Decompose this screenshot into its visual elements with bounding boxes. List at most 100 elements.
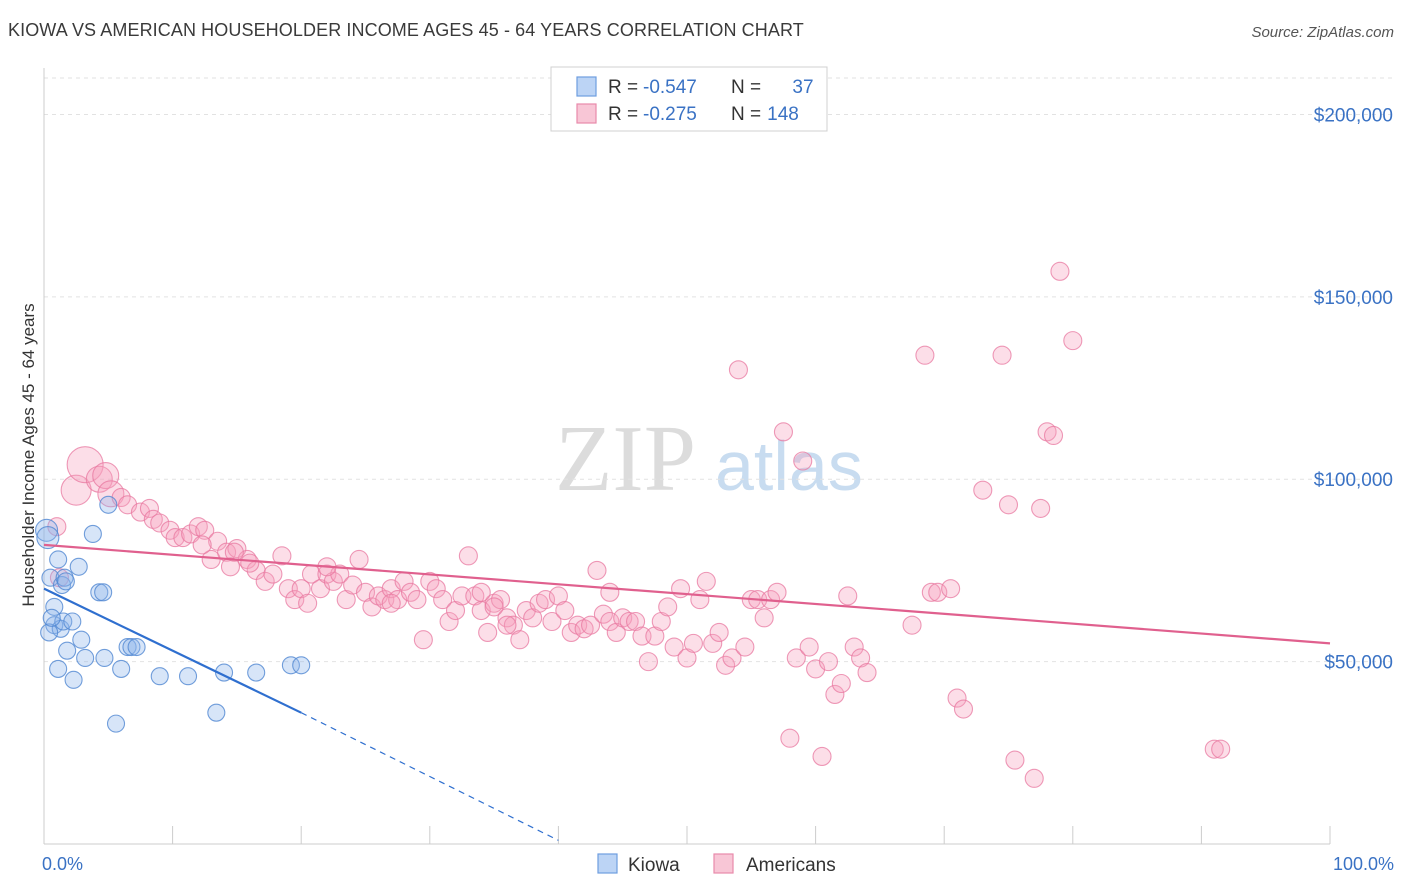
watermark-zip: ZIP xyxy=(555,407,696,511)
data-point-americans xyxy=(735,637,755,657)
data-point-americans xyxy=(973,480,993,500)
x-tick-label-min: 0.0% xyxy=(42,854,83,874)
x-tick-label-max: 100.0% xyxy=(1333,854,1394,874)
data-point-americans xyxy=(857,663,877,683)
grid-lines xyxy=(44,77,1392,663)
data-point-americans xyxy=(812,746,832,767)
data-point-kiowa xyxy=(247,663,266,682)
tick-labels: $50,000 $100,000 $150,000 $200,000 0.0% 100.0… xyxy=(42,105,1394,874)
data-point-americans xyxy=(497,608,517,628)
data-point-kiowa xyxy=(42,608,61,627)
data-point-kiowa xyxy=(207,703,226,722)
bottom-legend-label-kiowa: Kiowa xyxy=(628,855,680,876)
data-point-americans xyxy=(240,553,260,573)
data-point-kiowa xyxy=(41,568,60,587)
y-tick-label: $100,000 xyxy=(1314,470,1393,491)
y-tick-label: $200,000 xyxy=(1314,105,1393,126)
data-point-americans xyxy=(587,560,607,580)
data-point-kiowa xyxy=(72,630,91,649)
bottom-legend-label-americans: Americans xyxy=(746,855,836,876)
data-point-kiowa xyxy=(45,597,64,616)
data-point-americans xyxy=(992,345,1012,365)
data-point-kiowa xyxy=(64,670,83,689)
data-point-americans xyxy=(400,582,421,602)
legend-swatch-kiowa xyxy=(576,76,597,97)
data-point-kiowa xyxy=(94,583,113,602)
data-point-americans xyxy=(754,608,774,628)
data-point-americans xyxy=(780,728,800,748)
data-point-americans xyxy=(1063,331,1083,351)
data-point-americans xyxy=(217,542,237,562)
data-point-kiowa xyxy=(83,524,102,544)
data-point-kiowa xyxy=(49,550,68,569)
data-point-americans xyxy=(703,633,723,653)
data-point-americans xyxy=(664,637,684,657)
data-point-americans xyxy=(497,615,517,635)
data-point-americans xyxy=(574,619,594,639)
y-axis-label: Householder Income Ages 45 - 64 years xyxy=(19,303,38,606)
data-point-americans xyxy=(1204,739,1224,759)
trend-line-americans xyxy=(43,543,1331,645)
data-point-americans xyxy=(150,513,170,533)
chart-title: KIOWA VS AMERICAN HOUSEHOLDER INCOME AGE… xyxy=(8,20,804,40)
series-kiowa xyxy=(35,495,311,733)
data-point-americans xyxy=(716,655,736,675)
legend-r-label-americans: R = xyxy=(608,104,638,125)
data-point-kiowa xyxy=(112,659,131,678)
data-point-americans xyxy=(255,571,275,591)
axes xyxy=(43,68,1331,845)
legend-n-label-americans: N = xyxy=(731,104,761,125)
data-point-americans xyxy=(1043,425,1064,446)
trend-line-kiowa xyxy=(43,587,302,714)
data-point-americans xyxy=(478,622,498,642)
data-point-americans xyxy=(471,582,491,602)
data-point-kiowa xyxy=(95,648,114,668)
data-point-americans xyxy=(767,582,787,602)
source-credit: Source: ZipAtlas.com xyxy=(1251,24,1394,41)
data-point-americans xyxy=(786,648,806,668)
data-point-americans xyxy=(902,615,922,635)
data-point-kiowa xyxy=(292,656,311,675)
data-point-americans xyxy=(683,633,703,653)
data-point-americans xyxy=(349,549,369,570)
data-point-americans xyxy=(941,579,961,599)
data-point-americans xyxy=(1024,768,1044,788)
data-point-americans xyxy=(947,688,967,708)
legend-r-value-americans: -0.275 xyxy=(643,104,697,125)
data-point-americans xyxy=(1050,261,1070,281)
data-point-americans xyxy=(818,652,839,672)
data-point-americans xyxy=(613,608,633,628)
data-point-americans xyxy=(1211,739,1231,759)
data-point-kiowa xyxy=(150,667,169,686)
data-point-americans xyxy=(921,582,941,602)
data-point-americans xyxy=(165,528,185,548)
data-point-americans xyxy=(638,652,658,672)
data-point-kiowa xyxy=(76,648,95,668)
legend-box: R = -0.547 N = 37 R = -0.275 N = 148 xyxy=(550,66,828,132)
data-point-americans xyxy=(195,520,215,540)
data-point-americans xyxy=(600,611,620,632)
data-point-americans xyxy=(1037,422,1057,442)
legend-n-value-americans: 148 xyxy=(767,104,799,125)
data-point-americans xyxy=(381,593,401,613)
bottom-legend-swatch-kiowa xyxy=(597,853,618,874)
data-point-americans xyxy=(433,590,453,610)
data-point-americans xyxy=(263,564,283,584)
data-point-americans xyxy=(490,590,511,610)
data-point-americans xyxy=(1031,498,1051,518)
data-point-americans xyxy=(998,495,1019,515)
data-point-americans xyxy=(825,684,845,704)
data-point-americans xyxy=(799,637,819,657)
data-point-kiowa xyxy=(69,557,88,576)
data-point-kiowa xyxy=(56,572,75,591)
data-point-americans xyxy=(510,630,530,650)
data-point-americans xyxy=(690,590,710,610)
legend-n-label-kiowa: N = xyxy=(731,77,761,98)
data-point-kiowa xyxy=(40,623,59,642)
data-point-kiowa xyxy=(127,637,146,657)
legend-swatch-americans xyxy=(576,103,597,124)
data-point-kiowa xyxy=(63,612,82,631)
data-point-americans xyxy=(696,571,716,591)
data-point-americans xyxy=(413,630,433,650)
